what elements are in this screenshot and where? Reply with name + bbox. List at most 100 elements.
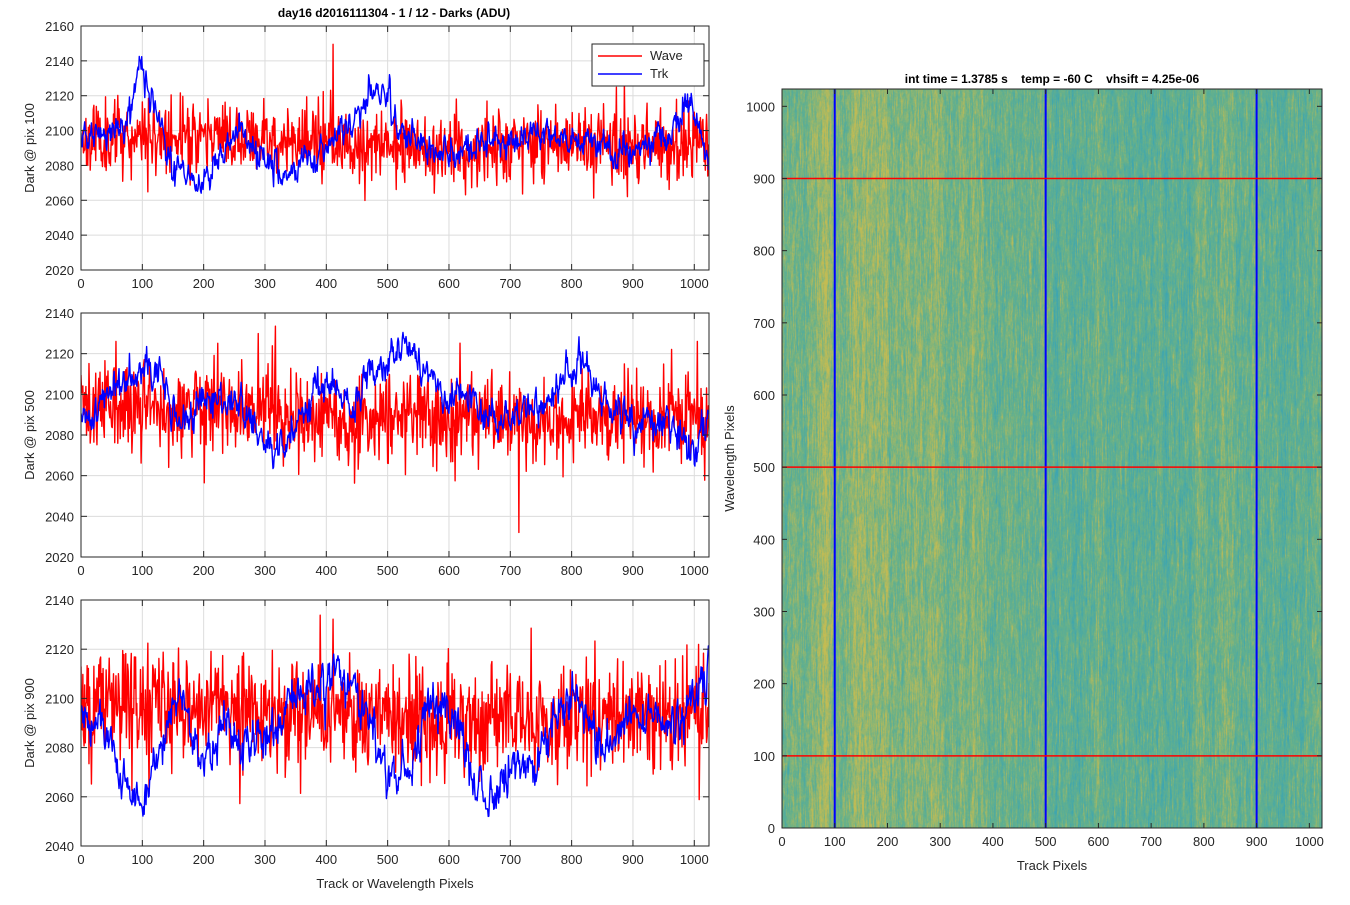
y-tick-label: 2080: [45, 428, 74, 443]
series-line-wave: [81, 614, 709, 805]
y-tick-label: 300: [753, 604, 775, 619]
x-tick-label: 200: [193, 276, 215, 291]
x-axis-label: Track or Wavelength Pixels: [316, 876, 474, 891]
legend-label-trk: Trk: [650, 66, 669, 81]
x-tick-label: 500: [377, 852, 399, 867]
y-axis-label: Dark @ pix 100: [22, 103, 37, 193]
y-tick-label: 2120: [45, 347, 74, 362]
x-tick-label: 600: [1088, 834, 1110, 849]
y-tick-label: 2100: [45, 124, 74, 139]
x-axis-label: Track Pixels: [1017, 858, 1088, 873]
y-tick-label: 2060: [45, 469, 74, 484]
x-tick-label: 800: [1193, 834, 1215, 849]
y-axis-label: Wavelength Pixels: [722, 405, 737, 512]
x-tick-label: 500: [377, 563, 399, 578]
y-tick-label: 2040: [45, 509, 74, 524]
heatmap-canvas: [782, 89, 1322, 828]
y-tick-label: 0: [768, 821, 775, 836]
series-line-trk: [81, 645, 709, 818]
series-line-trk: [81, 331, 709, 470]
x-tick-label: 400: [315, 852, 337, 867]
y-tick-label: 800: [753, 244, 775, 259]
axes-frame: [80, 312, 710, 558]
x-tick-label: 1000: [680, 276, 709, 291]
x-tick-label: 1000: [680, 852, 709, 867]
legend-box: [591, 43, 705, 87]
plot-dark-pix-900: 0 100 200 300 400 500 600 700 800 900 1000 2040 2060…: [22, 593, 710, 891]
x-tick-label: 900: [622, 276, 644, 291]
y-tick-label: 900: [753, 171, 775, 186]
y-tick-label: 400: [753, 532, 775, 547]
axes-frame: [80, 25, 710, 271]
y-tick-label: 200: [753, 677, 775, 692]
x-tick-label: 800: [561, 852, 583, 867]
y-tick-label: 2080: [45, 158, 74, 173]
x-tick-label: 200: [193, 563, 215, 578]
x-tick-label: 0: [778, 834, 785, 849]
heatmap-image: [782, 89, 1322, 828]
x-tick-label: 900: [622, 852, 644, 867]
axes-frame: [781, 88, 1323, 829]
y-tick-label: 2100: [45, 691, 74, 706]
y-tick-label: 2140: [45, 54, 74, 69]
x-tick-label: 600: [438, 563, 460, 578]
heatmap-title: int time = 1.3785 s temp = -60 C vhsift …: [905, 72, 1200, 86]
plot-dark-pix-500: 0 100 200 300 400 500 600 700 800 900 1000 2020 2040…: [22, 306, 710, 578]
x-tick-label: 300: [254, 563, 276, 578]
y-tick-label: 2120: [45, 642, 74, 657]
x-tick-label: 800: [561, 563, 583, 578]
y-tick-label: 1000: [746, 99, 775, 114]
x-tick-label: 100: [131, 852, 153, 867]
y-tick-label: 2020: [45, 263, 74, 278]
figure-title: day16 d2016111304 - 1 / 12 - Darks (ADU): [278, 6, 510, 20]
x-tick-label: 300: [254, 852, 276, 867]
y-tick-label: 2160: [45, 19, 74, 34]
y-tick-label: 2020: [45, 550, 74, 565]
y-tick-label: 2060: [45, 790, 74, 805]
x-tick-label: 900: [622, 563, 644, 578]
legend-label-wave: Wave: [650, 48, 683, 63]
axes-frame: [80, 599, 710, 847]
x-tick-label: 0: [77, 563, 84, 578]
x-tick-label: 700: [1140, 834, 1162, 849]
plot-dark-pix-100: day16 d2016111304 - 1 / 12 - Darks (ADU)…: [22, 6, 710, 291]
x-tick-label: 200: [193, 852, 215, 867]
y-tick-label: 700: [753, 316, 775, 331]
y-tick-label: 2140: [45, 593, 74, 608]
x-tick-label: 1000: [1295, 834, 1324, 849]
y-axis-label: Dark @ pix 500: [22, 390, 37, 480]
x-tick-label: 300: [254, 276, 276, 291]
y-tick-label: 2060: [45, 193, 74, 208]
x-tick-label: 400: [315, 563, 337, 578]
y-tick-label: 500: [753, 460, 775, 475]
x-tick-label: 700: [499, 276, 521, 291]
y-tick-label: 2080: [45, 741, 74, 756]
x-tick-label: 400: [982, 834, 1004, 849]
x-tick-label: 1000: [680, 563, 709, 578]
y-tick-label: 2100: [45, 387, 74, 402]
x-tick-label: 200: [877, 834, 899, 849]
x-tick-label: 100: [131, 563, 153, 578]
x-tick-label: 0: [77, 852, 84, 867]
x-tick-label: 700: [499, 563, 521, 578]
x-tick-label: 0: [77, 276, 84, 291]
x-tick-label: 800: [561, 276, 583, 291]
x-tick-label: 700: [499, 852, 521, 867]
x-tick-label: 100: [131, 276, 153, 291]
x-tick-label: 500: [1035, 834, 1057, 849]
y-tick-label: 2040: [45, 228, 74, 243]
x-tick-label: 300: [929, 834, 951, 849]
y-tick-label: 2120: [45, 89, 74, 104]
series-line-trk: [81, 55, 709, 194]
y-tick-label: 2140: [45, 306, 74, 321]
x-tick-label: 500: [377, 276, 399, 291]
y-tick-label: 100: [753, 749, 775, 764]
y-tick-label: 2040: [45, 839, 74, 854]
legend: Wave Trk: [591, 43, 705, 87]
y-axis-label: Dark @ pix 900: [22, 678, 37, 768]
x-tick-label: 900: [1246, 834, 1268, 849]
heatmap-plot: int time = 1.3785 s temp = -60 C vhsift …: [722, 72, 1324, 873]
x-tick-label: 600: [438, 276, 460, 291]
